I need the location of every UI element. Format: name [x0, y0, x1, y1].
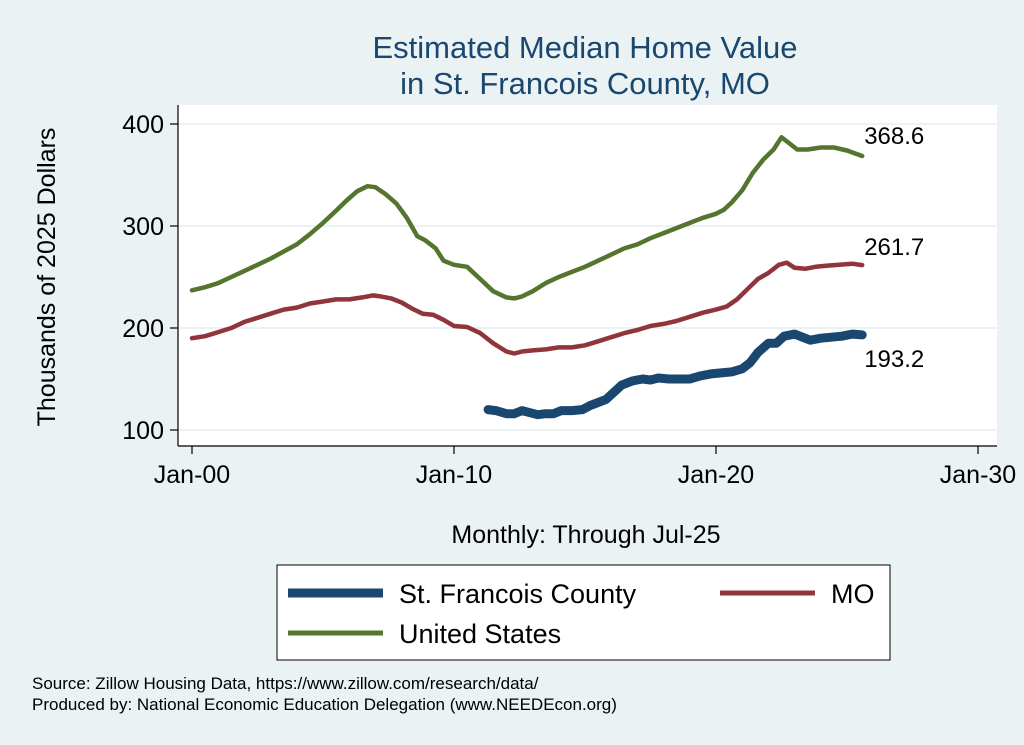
legend-label-mo: MO [831, 579, 875, 609]
legend-box [276, 564, 891, 661]
y-tick-label-300: 300 [122, 213, 164, 241]
x-tick-label-Jan-20: Jan-20 [678, 461, 754, 489]
axes: 100 200 300 400 Jan-00 Jan-10 Jan-20 Jan-30 [122, 105, 1016, 489]
plot-area [178, 105, 997, 446]
series-lines [189, 135, 867, 420]
x-tick-label-Jan-10: Jan-10 [416, 461, 492, 489]
y-tick-label-200: 200 [122, 315, 164, 343]
x-axis-note: Monthly: Through Jul-25 [451, 521, 720, 549]
legend: St. Francois County MO United States [288, 579, 875, 649]
series-line-mo [189, 260, 865, 356]
y-tick-label-100: 100 [122, 417, 164, 445]
end-label-mo: 261.7 [864, 234, 924, 261]
x-tick-label-Jan-30: Jan-30 [940, 461, 1016, 489]
end-label-united-states: 368.6 [864, 123, 924, 150]
series-line-st-francois-county [483, 329, 867, 420]
y-tick-label-400: 400 [122, 111, 164, 139]
legend-label-united-states: United States [399, 619, 561, 649]
end-labels: 193.2 261.7 368.6 [864, 123, 924, 373]
y-axis-title: Thousands of 2025 Dollars [33, 128, 61, 427]
end-label-st-francois-county: 193.2 [864, 346, 924, 373]
chart-title-line-1: Estimated Median Home Value [372, 30, 797, 65]
x-tick-label-Jan-00: Jan-00 [154, 461, 230, 489]
chart-title-line-2: in St. Francois County, MO [400, 66, 770, 101]
legend-label-st-francois-county: St. Francois County [399, 579, 637, 609]
produced-by-note: Produced by: National Economic Education… [32, 695, 617, 714]
series-line-united-states [189, 135, 865, 301]
grid-lines [178, 123, 997, 431]
source-note: Source: Zillow Housing Data, https://www… [32, 674, 539, 693]
